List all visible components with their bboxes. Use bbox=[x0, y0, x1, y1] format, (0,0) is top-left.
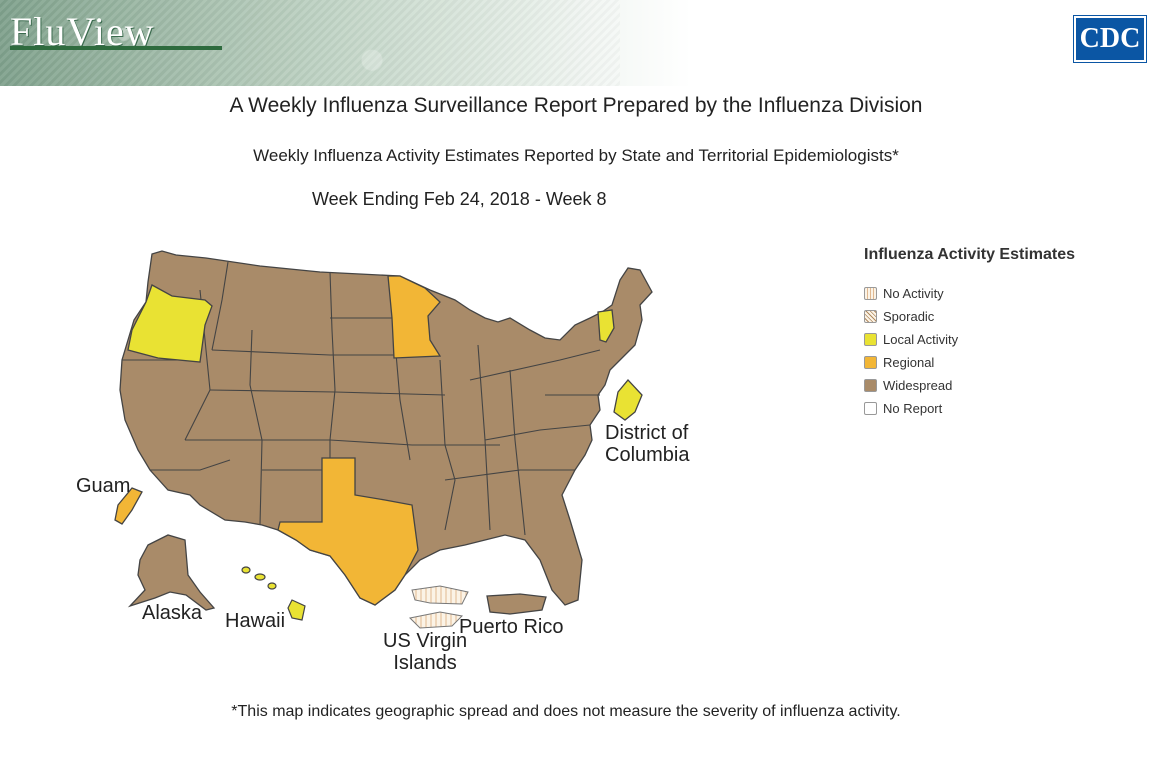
legend-swatch-no-activity bbox=[864, 287, 877, 300]
territory-usvi[interactable] bbox=[408, 585, 469, 629]
label-hawaii: Hawaii bbox=[225, 610, 286, 632]
legend-item-regional[interactable]: Regional bbox=[864, 355, 934, 370]
page-title: A Weekly Influenza Surveillance Report P… bbox=[229, 94, 923, 117]
footnote: *This map indicates geographic spread an… bbox=[231, 703, 901, 720]
state-alaska[interactable] bbox=[127, 534, 216, 611]
legend-label: Sporadic bbox=[883, 309, 935, 324]
label-puerto-rico: Puerto Rico bbox=[459, 616, 564, 638]
label-dc: District of Columbia bbox=[605, 422, 689, 466]
banner-texture bbox=[0, 0, 620, 86]
legend-label: No Report bbox=[883, 401, 943, 416]
territory-puerto-rico[interactable] bbox=[486, 593, 547, 615]
state-dc[interactable] bbox=[613, 379, 643, 421]
legend-item-local[interactable]: Local Activity bbox=[864, 332, 958, 347]
header-banner: FluView CDC bbox=[0, 0, 1152, 86]
state-vermont[interactable] bbox=[597, 309, 615, 343]
legend-swatch-no-report bbox=[864, 402, 877, 415]
legend-item-no-activity[interactable]: No Activity bbox=[864, 286, 944, 301]
logo-underline bbox=[10, 46, 222, 50]
cdc-logo[interactable]: CDC bbox=[1073, 15, 1147, 63]
label-usvi-line2: Islands bbox=[393, 652, 457, 674]
label-usvi: US Virgin Islands bbox=[383, 630, 467, 674]
label-dc-line2: Columbia bbox=[605, 444, 690, 466]
contiguous-us[interactable] bbox=[119, 250, 653, 606]
legend-item-no-report[interactable]: No Report bbox=[864, 401, 942, 416]
label-usvi-line1: US Virgin bbox=[383, 630, 468, 652]
label-alaska: Alaska bbox=[142, 602, 203, 624]
legend-title: Influenza Activity Estimates bbox=[864, 246, 1076, 263]
legend-item-sporadic[interactable]: Sporadic bbox=[864, 309, 934, 324]
state-oregon[interactable] bbox=[127, 284, 213, 363]
state-minnesota[interactable] bbox=[387, 275, 442, 359]
legend-label: Local Activity bbox=[883, 332, 959, 347]
state-hawaii[interactable] bbox=[241, 566, 306, 621]
legend-swatch-widespread bbox=[864, 379, 877, 392]
label-guam: Guam bbox=[76, 475, 131, 497]
legend-label: No Activity bbox=[883, 286, 944, 301]
legend-item-widespread[interactable]: Widespread bbox=[864, 378, 952, 393]
legend-swatch-regional bbox=[864, 356, 877, 369]
page-subtitle: Weekly Influenza Activity Estimates Repo… bbox=[253, 146, 899, 165]
state-texas[interactable] bbox=[277, 457, 419, 606]
legend-swatch-sporadic bbox=[864, 310, 877, 323]
week-label: Week Ending Feb 24, 2018 - Week 8 bbox=[312, 189, 607, 209]
territory-guam[interactable] bbox=[114, 487, 143, 525]
legend-label: Widespread bbox=[883, 378, 953, 393]
legend-label: Regional bbox=[883, 355, 935, 370]
label-dc-line1: District of bbox=[605, 422, 689, 444]
legend-swatch-local bbox=[864, 333, 877, 346]
